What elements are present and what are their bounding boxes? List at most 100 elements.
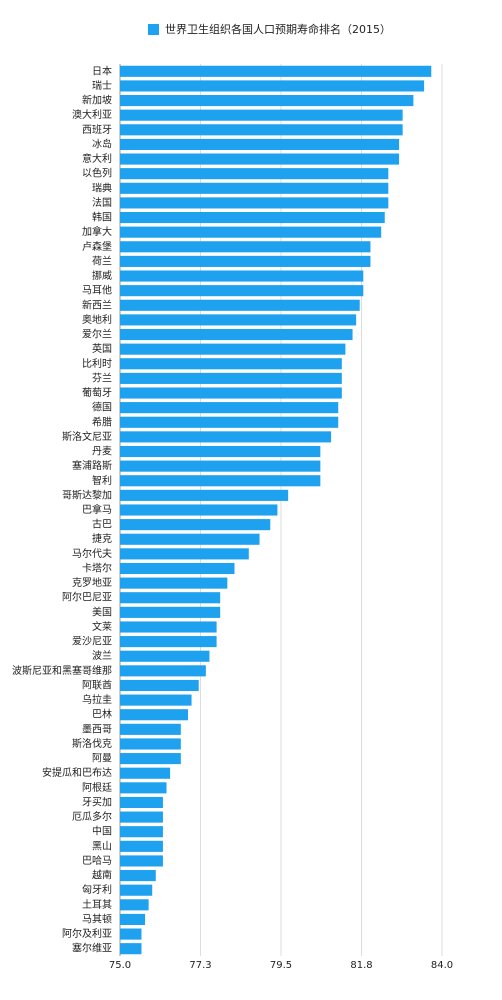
y-tick-label: 新加坡 — [82, 94, 112, 107]
bar — [120, 358, 342, 370]
y-tick-label: 波斯尼亚和黑塞哥维那 — [12, 664, 112, 677]
bar — [120, 255, 371, 267]
y-tick-label: 新西兰 — [82, 298, 112, 311]
legend-swatch — [148, 24, 159, 35]
y-tick-label: 塞浦路斯 — [72, 459, 112, 472]
bar — [120, 226, 382, 238]
bar — [120, 299, 360, 311]
y-tick-label: 日本 — [92, 64, 112, 77]
x-tick-label: 75.0 — [109, 960, 131, 971]
y-tick-label: 法国 — [92, 196, 112, 209]
y-tick-label: 匈牙利 — [82, 883, 112, 896]
bar — [120, 577, 228, 589]
y-tick-label: 澳大利亚 — [72, 108, 112, 121]
bar — [120, 95, 414, 107]
y-tick-label: 美国 — [92, 605, 112, 618]
bar — [120, 679, 199, 692]
y-tick-label: 斯洛文尼亚 — [62, 430, 112, 443]
bar — [120, 840, 163, 852]
bar — [120, 753, 181, 765]
bar — [120, 343, 346, 355]
bar — [120, 445, 321, 458]
bar — [120, 109, 403, 121]
y-tick-label: 阿尔及利亚 — [62, 927, 112, 940]
y-tick-label: 黑山 — [92, 840, 112, 852]
bar — [120, 767, 171, 779]
y-tick-label: 芬兰 — [92, 371, 112, 384]
bar — [120, 943, 142, 955]
y-tick-label: 爱沙尼亚 — [72, 635, 112, 648]
y-tick-label: 巴林 — [92, 708, 112, 721]
bar — [120, 182, 389, 194]
y-tick-label: 马耳他 — [82, 284, 112, 297]
bar — [120, 387, 342, 399]
y-tick-label: 阿尔巴尼亚 — [62, 591, 112, 604]
y-tick-label: 越南 — [92, 869, 112, 882]
y-tick-label: 克罗地亚 — [72, 576, 112, 589]
bar — [120, 138, 400, 150]
bar — [120, 65, 432, 77]
bar — [120, 592, 221, 604]
bar — [120, 402, 339, 414]
y-tick-label: 土耳其 — [82, 898, 112, 911]
bar — [120, 665, 206, 677]
y-tick-label: 奥地利 — [82, 313, 112, 326]
y-tick-label: 智利 — [92, 474, 112, 487]
bar — [120, 606, 221, 618]
bar — [120, 80, 425, 92]
y-tick-label: 西班牙 — [82, 124, 112, 136]
y-tick-label: 挪威 — [92, 269, 112, 282]
y-tick-label: 冰岛 — [92, 137, 112, 150]
bar — [120, 460, 321, 472]
bar — [120, 548, 249, 560]
y-tick-label: 安提瓜和巴布达 — [42, 766, 112, 779]
y-tick-label: 瑞典 — [92, 181, 112, 194]
x-tick-label: 81.8 — [350, 960, 372, 971]
y-tick-label: 厄瓜多尔 — [72, 810, 112, 823]
bar — [120, 314, 357, 326]
y-tick-label: 斯洛伐克 — [72, 737, 112, 750]
bar — [120, 796, 163, 809]
y-tick-label: 塞尔维亚 — [72, 942, 112, 955]
y-tick-label: 希腊 — [92, 415, 112, 428]
y-tick-label: 巴哈马 — [82, 854, 112, 867]
bar — [120, 372, 342, 384]
x-tick-label: 84.0 — [431, 960, 453, 971]
bar — [120, 124, 403, 136]
bar — [120, 285, 364, 297]
bar — [120, 211, 385, 224]
x-tick-label: 79.5 — [270, 960, 292, 971]
bar — [120, 899, 149, 911]
y-tick-label: 哥斯达黎加 — [62, 488, 112, 501]
bar — [120, 168, 389, 180]
y-tick-label: 以色列 — [82, 167, 112, 180]
y-tick-label: 丹麦 — [92, 446, 112, 458]
y-tick-label: 荷兰 — [92, 254, 112, 267]
y-tick-label: 瑞士 — [92, 79, 112, 92]
bar — [120, 738, 181, 750]
y-tick-label: 葡萄牙 — [82, 386, 112, 399]
bar — [120, 489, 289, 501]
y-tick-label: 巴拿马 — [82, 503, 112, 516]
bar — [120, 519, 271, 531]
y-tick-label: 马其顿 — [82, 912, 112, 925]
y-tick-label: 韩国 — [92, 211, 112, 224]
bar — [120, 416, 339, 428]
bar — [120, 533, 260, 545]
y-tick-label: 加拿大 — [82, 225, 112, 238]
y-tick-label: 比利时 — [82, 358, 112, 370]
bar — [120, 431, 332, 443]
y-tick-label: 马尔代夫 — [72, 547, 112, 560]
y-tick-label: 爱尔兰 — [82, 328, 112, 341]
bar — [120, 562, 235, 575]
bar — [120, 328, 353, 341]
bar — [120, 928, 142, 940]
x-tick-label: 77.3 — [189, 960, 211, 971]
y-tick-label: 捷克 — [92, 532, 112, 545]
bar — [120, 475, 321, 487]
bar — [120, 709, 188, 721]
bar — [120, 153, 400, 165]
y-tick-label: 卡塔尔 — [82, 561, 112, 574]
y-tick-label: 波兰 — [92, 649, 112, 662]
